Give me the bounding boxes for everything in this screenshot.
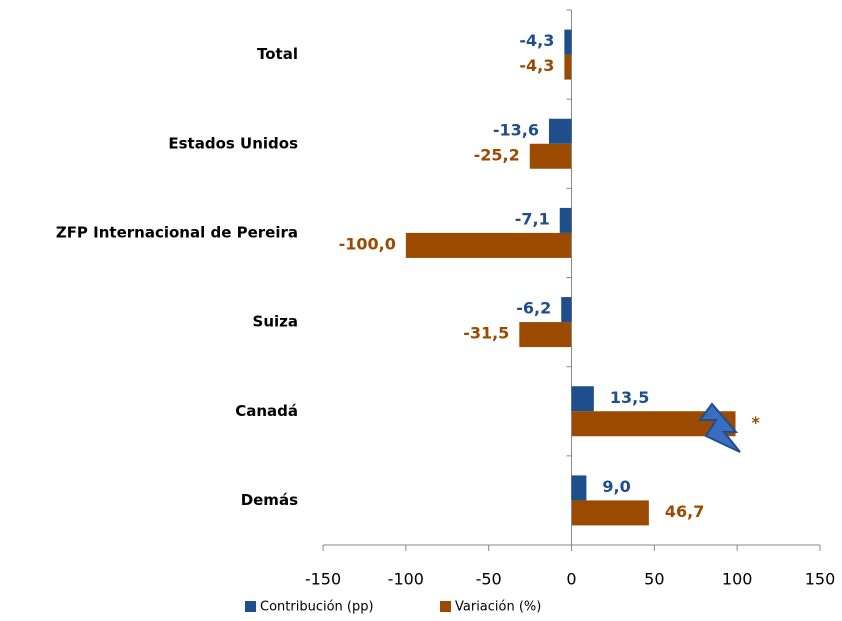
value-label: *: [752, 413, 761, 432]
bar: [564, 54, 572, 80]
bar: [559, 207, 572, 233]
bar: [571, 475, 587, 501]
bar: [561, 297, 572, 323]
category-label: Demás: [241, 491, 298, 509]
bar: [548, 118, 572, 144]
x-tick-label: 0: [566, 570, 576, 589]
value-label: -13,6: [493, 120, 539, 139]
value-label: -4,3: [519, 31, 554, 50]
bar: [519, 322, 572, 348]
value-label: -31,5: [463, 324, 509, 343]
bar: [405, 232, 572, 258]
category-label: ZFP Internacional de Pereira: [56, 223, 298, 241]
value-label: -7,1: [515, 209, 550, 228]
value-label: -6,2: [516, 299, 551, 318]
x-tick-label: -50: [476, 570, 502, 589]
bar: [529, 143, 572, 169]
legend-swatch: [440, 601, 451, 612]
value-label: -100,0: [339, 234, 396, 253]
value-label: -25,2: [474, 145, 520, 164]
value-label: 46,7: [665, 502, 704, 521]
bar: [571, 386, 594, 412]
break-symbol: [698, 402, 741, 453]
category-label: Total: [257, 45, 298, 63]
category-label: Canadá: [235, 402, 298, 420]
legend-label: Contribución (pp): [260, 600, 374, 615]
x-tick-label: 150: [805, 570, 836, 589]
legend-swatch: [245, 601, 256, 612]
value-label: -4,3: [519, 56, 554, 75]
bar: [564, 29, 572, 55]
x-tick-label: 100: [722, 570, 753, 589]
bar: [571, 500, 649, 526]
value-label: 9,0: [602, 477, 630, 496]
x-tick-label: -100: [388, 570, 424, 589]
category-label: Estados Unidos: [168, 134, 298, 152]
legend-label: Variación (%): [455, 600, 541, 615]
x-tick-label: 50: [644, 570, 664, 589]
x-tick-label: -150: [305, 570, 341, 589]
category-label: Suiza: [253, 313, 298, 331]
value-label: 13,5: [610, 388, 649, 407]
